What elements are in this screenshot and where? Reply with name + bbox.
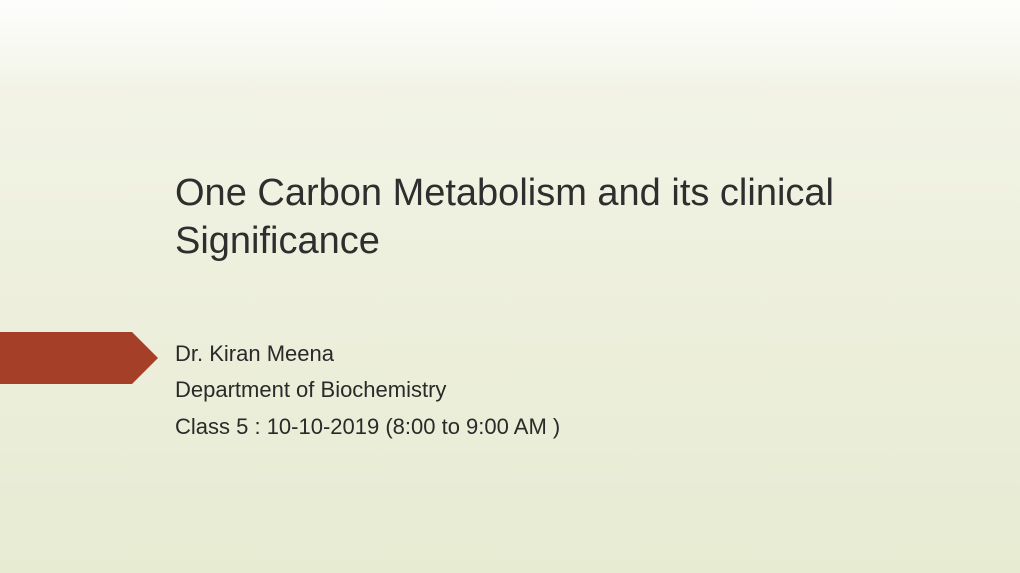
body-block: Dr. Kiran Meena Department of Biochemist… xyxy=(175,336,815,445)
slide-title: One Carbon Metabolism and its clinical S… xyxy=(175,170,895,265)
department-name: Department of Biochemistry xyxy=(175,372,815,408)
accent-arrow-shape xyxy=(0,332,158,384)
slide: One Carbon Metabolism and its clinical S… xyxy=(0,0,1020,573)
class-info: Class 5 : 10-10-2019 (8:00 to 9:00 AM ) xyxy=(175,409,815,445)
title-block: One Carbon Metabolism and its clinical S… xyxy=(175,170,895,265)
top-highlight xyxy=(0,0,1020,90)
accent-arrow-icon xyxy=(0,332,158,384)
author-name: Dr. Kiran Meena xyxy=(175,336,815,372)
